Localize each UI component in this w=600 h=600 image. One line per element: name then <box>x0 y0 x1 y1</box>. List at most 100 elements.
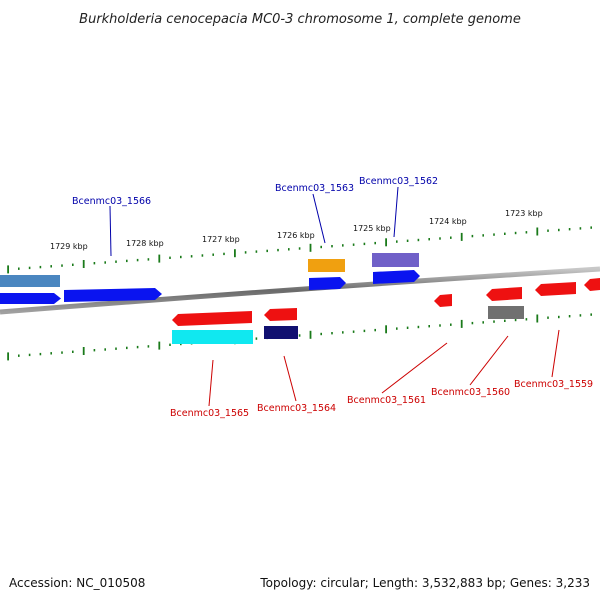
callout-line <box>208 359 214 407</box>
gene-label[interactable]: Bcenmc03_1562 <box>359 176 438 187</box>
minor-tick <box>126 346 128 350</box>
major-tick <box>82 347 85 355</box>
minor-tick <box>104 348 106 351</box>
gene-feature[interactable] <box>372 253 419 267</box>
minor-tick <box>558 315 560 319</box>
minor-tick <box>28 353 31 357</box>
minor-tick <box>298 334 301 337</box>
major-tick <box>82 260 85 268</box>
gene-feature[interactable] <box>488 306 524 319</box>
minor-tick <box>277 248 279 252</box>
forward-strand-genes <box>0 253 420 304</box>
minor-tick <box>104 261 106 264</box>
gene-feature[interactable] <box>64 288 162 302</box>
minor-tick <box>525 318 528 321</box>
gene-label[interactable]: Bcenmc03_1564 <box>257 403 336 414</box>
gene-label[interactable]: Bcenmc03_1559 <box>514 379 593 390</box>
gene-feature[interactable] <box>584 278 600 291</box>
gene-label[interactable]: Bcenmc03_1560 <box>431 387 510 398</box>
minor-tick <box>450 323 452 326</box>
minor-tick <box>50 265 52 268</box>
minor-tick <box>28 266 31 270</box>
kbp-label: 1724 kbp <box>429 217 467 226</box>
kbp-label: 1723 kbp <box>505 209 543 218</box>
minor-tick <box>320 332 322 336</box>
minor-tick <box>374 241 376 245</box>
minor-tick <box>180 255 182 259</box>
minor-tick <box>266 249 268 253</box>
minor-tick <box>417 238 420 242</box>
minor-tick <box>255 337 258 340</box>
lower-tick-track <box>7 313 592 361</box>
gene-feature[interactable] <box>434 294 452 307</box>
minor-tick <box>255 250 258 253</box>
gene-feature[interactable] <box>309 277 346 290</box>
major-tick <box>536 314 539 323</box>
minor-tick <box>439 324 441 327</box>
minor-tick <box>136 258 139 262</box>
minor-tick <box>147 258 150 261</box>
minor-tick <box>126 259 128 263</box>
callout-line <box>109 205 112 257</box>
gene-feature[interactable] <box>264 326 298 339</box>
minor-tick <box>504 232 506 235</box>
major-tick <box>536 227 539 236</box>
minor-tick <box>406 239 409 242</box>
minor-tick <box>136 345 139 349</box>
minor-tick <box>115 260 117 263</box>
minor-tick <box>342 244 344 247</box>
minor-tick <box>223 252 225 256</box>
kbp-label: 1727 kbp <box>202 235 240 244</box>
minor-tick <box>169 343 171 346</box>
minor-tick <box>18 354 20 357</box>
topology-text: Topology: circular; Length: 3,532,883 bp… <box>259 576 590 590</box>
chromosome-backbone <box>0 266 600 315</box>
minor-tick <box>363 329 366 333</box>
callout-line <box>381 342 448 394</box>
gene-feature[interactable] <box>373 270 420 284</box>
kbp-label: 1726 kbp <box>277 231 315 240</box>
reverse-gene-labels: Bcenmc03_1565 Bcenmc03_1564 Bcenmc03_156… <box>170 329 593 419</box>
minor-tick <box>72 350 74 353</box>
upper-tick-track <box>7 226 592 274</box>
gene-label[interactable]: Bcenmc03_1563 <box>275 183 354 194</box>
minor-tick <box>471 234 474 238</box>
minor-tick <box>471 321 474 325</box>
gene-label[interactable]: Bcenmc03_1566 <box>72 196 151 207</box>
minor-tick <box>568 315 571 318</box>
minor-tick <box>352 243 355 246</box>
gene-feature[interactable] <box>172 311 252 326</box>
forward-gene-labels: Bcenmc03_1566 Bcenmc03_1563 Bcenmc03_156… <box>72 176 438 257</box>
gene-feature[interactable] <box>535 282 576 296</box>
gene-feature[interactable] <box>264 308 297 321</box>
minor-tick <box>590 226 592 229</box>
callout-line <box>469 335 509 386</box>
minor-tick <box>547 229 549 232</box>
kbp-labels: 1729 kbp 1728 kbp 1727 kbp 1726 kbp 1725… <box>50 209 543 251</box>
gene-feature[interactable] <box>0 275 60 287</box>
minor-tick <box>417 325 420 329</box>
minor-tick <box>61 264 63 267</box>
minor-tick <box>493 233 495 236</box>
major-tick <box>234 249 236 258</box>
gene-feature[interactable] <box>172 330 253 344</box>
minor-tick <box>93 349 96 352</box>
minor-tick <box>320 245 322 249</box>
minor-tick <box>115 347 117 350</box>
major-tick <box>158 341 161 350</box>
minor-tick <box>504 319 506 322</box>
kbp-label: 1729 kbp <box>50 242 88 251</box>
minor-tick <box>568 228 571 231</box>
minor-tick <box>93 262 96 265</box>
minor-tick <box>439 237 441 240</box>
gene-label[interactable]: Bcenmc03_1561 <box>347 395 426 406</box>
gene-label[interactable]: Bcenmc03_1565 <box>170 408 249 419</box>
gene-feature[interactable] <box>0 293 61 304</box>
minor-tick <box>525 231 528 234</box>
gene-feature[interactable] <box>308 259 345 272</box>
accession-text: Accession: NC_010508 <box>9 576 145 590</box>
gene-feature[interactable] <box>486 287 522 301</box>
callout-line <box>283 355 297 402</box>
reverse-strand-genes <box>172 278 600 344</box>
